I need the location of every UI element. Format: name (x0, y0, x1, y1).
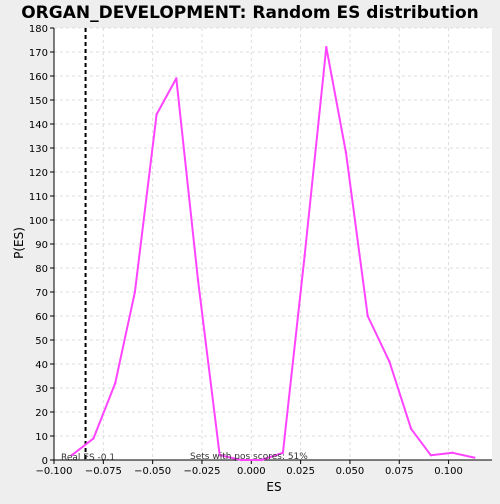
data-point (325, 46, 328, 49)
y-tick-label: 90 (35, 240, 48, 251)
real-es-annotation: Real ES -0.1 (61, 453, 115, 463)
data-point (196, 278, 200, 282)
y-tick-label: 150 (29, 96, 48, 107)
x-tick-label: 0.025 (286, 466, 315, 477)
y-tick-label: 30 (35, 384, 48, 395)
chart-title: ORGAN_DEVELOPMENT: Random ES distributio… (21, 3, 479, 23)
text-layer: ORGAN_DEVELOPMENT: Random ES distributio… (12, 3, 479, 494)
y-tick-label: 50 (35, 336, 48, 347)
data-point (366, 314, 369, 318)
y-tick-label: 10 (35, 432, 48, 443)
data-point (303, 254, 306, 258)
x-tick-label: −0.100 (35, 466, 72, 477)
data-point (409, 427, 413, 430)
y-tick-label: 120 (29, 168, 48, 179)
series-layer (70, 28, 476, 462)
axis-layer: 0 10 20 30 40 50 60 70 80 90 100 110 120 130 140 150 160… (29, 24, 492, 477)
y-tick-label: 80 (35, 264, 48, 275)
data-point (429, 454, 433, 457)
y-tick-label: 40 (35, 360, 48, 371)
data-point (92, 437, 95, 440)
y-tick-label: 140 (29, 120, 48, 131)
data-point (451, 451, 454, 454)
data-point (133, 290, 137, 294)
x-tick-label: 0.050 (336, 466, 365, 477)
y-tick-label: 130 (29, 144, 48, 155)
data-point (473, 456, 476, 459)
data-point (344, 151, 348, 154)
data-point (218, 454, 221, 457)
x-axis-label: ES (266, 480, 281, 494)
y-tick-label: 0 (42, 456, 48, 467)
y-axis-label: P(ES) (12, 227, 26, 259)
y-tick-label: 180 (29, 24, 48, 35)
y-tick-label: 110 (29, 192, 48, 203)
y-tick-label: 100 (29, 216, 48, 227)
data-point (240, 458, 243, 462)
y-tick-label: 170 (29, 48, 48, 59)
x-tick-label: 0.100 (434, 466, 463, 477)
x-tick-label: −0.050 (134, 466, 171, 477)
x-tick-label: −0.075 (85, 466, 122, 477)
data-point (259, 458, 263, 462)
pos-scores-annotation: Sets with pos scores: 51% (190, 452, 308, 462)
data-point (155, 113, 158, 116)
x-tick-label: −0.025 (183, 466, 220, 477)
data-point (388, 360, 391, 363)
y-tick-label: 20 (35, 408, 48, 419)
y-tick-label: 70 (35, 288, 48, 299)
x-tick-label: 0.075 (385, 466, 414, 477)
data-point (175, 77, 178, 80)
x-tick-label: 0.000 (237, 466, 266, 477)
data-point (70, 454, 73, 457)
data-point (281, 451, 285, 454)
data-point (113, 382, 117, 385)
y-tick-label: 160 (29, 72, 48, 83)
y-tick-label: 60 (35, 312, 48, 323)
distribution-line (71, 46, 475, 461)
grid-layer (53, 27, 492, 461)
